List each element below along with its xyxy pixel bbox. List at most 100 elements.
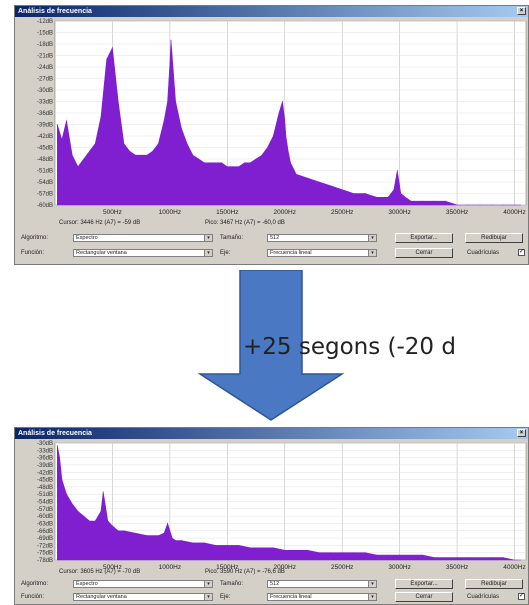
spectrum-point — [479, 557, 481, 558]
replot-button[interactable]: Redibujar — [465, 579, 523, 589]
y-tick-label: -63dB — [37, 521, 53, 527]
spectrum-point — [285, 135, 287, 137]
chevron-down-icon: ▾ — [368, 594, 376, 600]
spectrum-point — [261, 154, 263, 156]
spectrum-point — [364, 552, 366, 554]
spectrum-point — [284, 549, 286, 551]
function-value: Rectangular ventana — [76, 594, 127, 600]
close-icon[interactable]: × — [517, 7, 526, 15]
spectrum-point — [135, 532, 136, 534]
spectrum-point — [341, 189, 343, 191]
spectrum-point — [387, 196, 389, 198]
y-tick-label: -60dB — [37, 514, 53, 520]
export-button[interactable]: Exportar... — [395, 233, 453, 243]
function-select[interactable]: Rectangular ventana ▾ — [73, 593, 213, 601]
close-button[interactable]: Cerrar — [395, 592, 453, 602]
spectrum-point — [249, 547, 251, 549]
spectrum-point — [83, 515, 85, 517]
chevron-down-icon: ▾ — [204, 594, 212, 600]
size-value: 512 — [270, 235, 280, 241]
y-tick-label: -33dB — [37, 100, 53, 106]
spectrum-point — [77, 166, 79, 168]
chevron-down-icon: ▾ — [204, 235, 212, 241]
size-value: 512 — [270, 581, 280, 587]
spectrum-plot[interactable]: 500Hz 1000Hz 1500Hz 2000Hz 2500Hz 3000Hz 3500H… — [15, 439, 529, 572]
spectrum-point — [353, 193, 355, 194]
arrow-down-icon — [197, 269, 345, 421]
y-tick-label: -69dB — [37, 536, 53, 542]
algorithm-value: Espectro — [76, 581, 98, 587]
y-tick-label: -18dB — [37, 42, 53, 48]
spectrum-point — [514, 559, 515, 561]
spectrum-point — [146, 154, 148, 156]
close-icon[interactable]: × — [517, 429, 526, 437]
chevron-down-icon: ▾ — [368, 581, 376, 587]
replot-button[interactable]: Redibujar — [465, 233, 523, 243]
spectrum-point — [167, 101, 169, 102]
size-select[interactable]: 512 ▾ — [267, 580, 377, 588]
x-tick-label: 1500Hz — [216, 209, 238, 216]
spectrum-point — [146, 535, 148, 536]
spectrum-point — [66, 120, 67, 122]
window-title: Análisis de frecuencia — [18, 8, 92, 15]
spectrum-point — [318, 552, 320, 554]
y-tick-label: -39dB — [37, 463, 53, 469]
x-tick-label: 2000Hz — [274, 209, 296, 216]
y-tick-label: -72dB — [37, 543, 53, 549]
spectrum-plot[interactable]: 500Hz 1000Hz 1500Hz 2000Hz 2500Hz 3000Hz 3500H… — [15, 17, 529, 217]
size-label: Tamaño: — [220, 581, 244, 587]
grid-checkbox[interactable]: ✓ — [518, 249, 525, 256]
chevron-down-icon: ▾ — [368, 235, 376, 241]
spectrum-point — [66, 493, 67, 495]
spectrum-point — [61, 479, 63, 480]
spectrum-point — [491, 557, 492, 558]
spectrum-point — [123, 143, 125, 145]
spectrum-point — [171, 537, 173, 539]
y-tick-label: -42dB — [37, 470, 53, 476]
algorithm-select[interactable]: Espectro ▾ — [73, 234, 213, 242]
size-label: Tamaño: — [220, 235, 244, 241]
peak-readout: Pico: 3467 Hz (A7) = -60,0 dB — [205, 220, 285, 226]
spectrum-point — [502, 204, 504, 206]
y-tick-label: -36dB — [37, 456, 53, 462]
spectrum-point — [330, 185, 332, 187]
spectrum-point — [140, 154, 142, 156]
spectrum-point — [167, 523, 169, 524]
axis-select[interactable]: Frecuencia lineal ▾ — [267, 593, 377, 601]
x-tick-label: 2500Hz — [331, 209, 353, 216]
spectrum-point — [106, 58, 108, 60]
peak-readout: Pico: 3590 Hz (A7) = -76,6 dB — [205, 569, 285, 575]
spectrum-point — [94, 520, 96, 522]
spectrum-point — [102, 491, 104, 493]
spectrum-point — [152, 150, 154, 152]
spectrum-point — [238, 545, 240, 546]
grid-checkbox[interactable]: ✓ — [518, 593, 525, 600]
size-select[interactable]: 512 ▾ — [267, 234, 377, 242]
spectrum-point — [71, 503, 73, 505]
spectrum-point — [387, 554, 389, 556]
algorithm-label: Algoritmo: — [21, 235, 49, 241]
x-tick-label: 3000Hz — [388, 564, 410, 571]
window-title-bar: Análisis de frecuencia × — [15, 6, 528, 17]
spectrum-point — [330, 552, 332, 554]
function-value: Rectangular ventana — [76, 250, 127, 256]
y-tick-label: -78dB — [37, 558, 53, 564]
spectrum-point — [117, 530, 119, 532]
algorithm-select[interactable]: Espectro ▾ — [73, 580, 213, 588]
close-button[interactable]: Cerrar — [395, 248, 453, 258]
algorithm-value: Espectro — [76, 235, 98, 241]
export-button[interactable]: Exportar... — [395, 579, 453, 589]
cursor-readout: Cursor: 3605 Hz (A7) = -70 dB — [59, 569, 141, 575]
y-tick-label: -57dB — [37, 507, 53, 513]
spectrum-point — [282, 101, 283, 102]
grid-label: Cuadrículas — [467, 250, 500, 256]
spectrum-point — [181, 540, 182, 541]
axis-select[interactable]: Frecuencia lineal ▾ — [267, 249, 377, 257]
x-tick-label: 3000Hz — [388, 209, 410, 216]
spectrum-point — [100, 116, 102, 118]
function-select[interactable]: Rectangular ventana ▾ — [73, 249, 213, 257]
spectrum-point — [112, 525, 113, 527]
function-label: Función: — [21, 250, 45, 256]
spectrum-point — [445, 557, 446, 558]
spectrum-point — [491, 204, 492, 206]
